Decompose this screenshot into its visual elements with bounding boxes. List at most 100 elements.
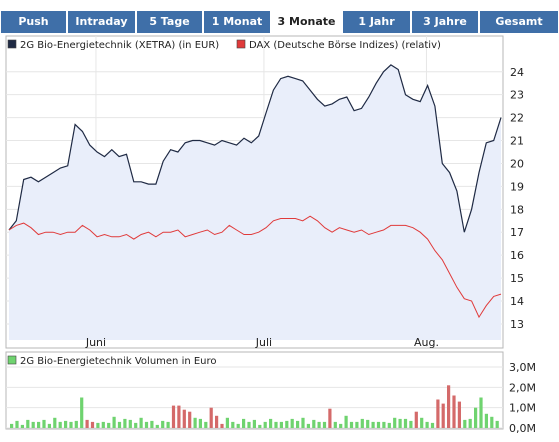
volume-bar	[322, 421, 327, 428]
y-tick-label: 22	[510, 112, 524, 125]
volume-bar	[123, 418, 127, 428]
volume-bar	[101, 421, 105, 428]
volume-bar	[85, 419, 89, 428]
volume-bar	[285, 420, 289, 428]
volume-bar	[26, 419, 30, 428]
volume-bar	[215, 415, 219, 428]
volume-bar	[371, 421, 375, 428]
y-tick-label: 21	[510, 135, 524, 148]
volume-bar	[177, 405, 181, 428]
volume-bar	[457, 401, 461, 428]
volume-bar	[301, 417, 305, 428]
tab-1-monat[interactable]: 1 Monat	[204, 11, 270, 33]
volume-bar	[209, 407, 213, 428]
tab-5-tage[interactable]: 5 Tage	[137, 11, 202, 33]
y-tick-label: 19	[510, 180, 524, 193]
volume-bar	[269, 418, 273, 428]
tab-3-jahre[interactable]: 3 Jahre	[412, 11, 478, 33]
volume-bar	[47, 423, 51, 428]
volume-bar	[382, 421, 386, 428]
volume-y-tick-label: 2,0M	[509, 381, 536, 394]
x-tick-label: Aug.	[414, 336, 439, 349]
volume-bar	[150, 420, 154, 428]
volume-bar	[463, 419, 467, 428]
tab-push[interactable]: Push	[1, 11, 66, 33]
volume-bar	[10, 423, 14, 428]
y-tick-label: 20	[510, 157, 524, 170]
volume-chart-frame	[5, 351, 504, 430]
volume-bar	[414, 411, 418, 428]
y-tick-label: 17	[510, 226, 524, 239]
volume-bar	[204, 421, 208, 428]
volume-bar	[80, 397, 84, 428]
volume-bar	[171, 405, 176, 428]
volume-bar	[112, 416, 116, 428]
volume-bar	[155, 424, 159, 428]
volume-bar	[279, 421, 283, 428]
volume-y-tick-label: 0,0M	[509, 422, 536, 435]
legend-swatch-volume	[7, 355, 17, 365]
volume-bar	[107, 422, 111, 428]
tab-intraday[interactable]: Intraday	[68, 11, 135, 33]
volume-bar	[220, 423, 224, 428]
volume-bar	[20, 424, 24, 428]
volume-bar	[479, 397, 483, 428]
volume-bar	[236, 423, 240, 428]
volume-bar	[349, 421, 354, 428]
volume-bar	[296, 420, 300, 428]
volume-bar	[409, 420, 413, 428]
volume-bar	[198, 418, 202, 428]
volume-bar	[328, 408, 332, 428]
y-tick-label: 23	[510, 89, 524, 102]
volume-bar	[74, 420, 78, 428]
volume-bar	[274, 421, 278, 428]
volume-bar	[252, 419, 256, 428]
volume-bar	[258, 424, 262, 428]
y-tick-label: 13	[510, 318, 524, 331]
dax-series-line	[8, 215, 502, 319]
volume-bar	[58, 421, 62, 428]
volume-bar	[15, 420, 19, 428]
tab-gesamt[interactable]: Gesamt	[480, 11, 558, 33]
volume-bar	[420, 417, 424, 428]
volume-bar	[182, 409, 186, 428]
volume-bar	[242, 418, 246, 428]
volume-bar	[436, 399, 440, 428]
volume-bar	[468, 418, 472, 428]
volume-bar	[247, 421, 251, 428]
legend-label-dax: DAX (Deutsche Börse Indizes) (relativ)	[249, 40, 441, 51]
volume-bar	[355, 421, 359, 428]
volume-bar	[166, 421, 170, 428]
legend-label-volume: 2G Bio-Energietechnik Volumen in Euro	[20, 356, 217, 367]
volume-bar	[42, 419, 46, 428]
volume-bar	[495, 420, 499, 428]
volume-bar	[193, 417, 197, 428]
volume-bar	[398, 418, 402, 428]
legend-swatch-dax	[236, 39, 246, 49]
volume-bar	[403, 418, 408, 428]
volume-y-tick-label: 1,0M	[509, 402, 536, 415]
x-tick-label: Juni	[85, 336, 106, 349]
volume-bar	[452, 395, 456, 428]
y-tick-label: 15	[510, 272, 524, 285]
volume-bar	[312, 419, 316, 428]
volume-bar	[441, 403, 445, 428]
y-tick-label: 16	[510, 249, 524, 262]
volume-bar	[64, 420, 68, 428]
volume-bar	[425, 421, 429, 428]
tab-3-monate[interactable]: 3 Monate	[272, 11, 341, 33]
volume-bar	[31, 421, 35, 428]
volume-bar	[474, 407, 478, 428]
volume-bar	[393, 417, 397, 428]
volume-bar	[484, 413, 488, 428]
legend-swatch-price	[7, 39, 17, 49]
volume-bar	[144, 421, 149, 428]
volume-bar	[376, 421, 381, 428]
legend-label-price: 2G Bio-Energietechnik (XETRA) (in EUR)	[20, 40, 219, 51]
tab-1-jahr[interactable]: 1 Jahr	[343, 11, 410, 33]
volume-bar	[387, 422, 391, 428]
volume-bar	[128, 419, 132, 428]
price-series-line	[8, 64, 502, 233]
volume-bar	[225, 417, 229, 428]
price-area	[9, 64, 501, 341]
